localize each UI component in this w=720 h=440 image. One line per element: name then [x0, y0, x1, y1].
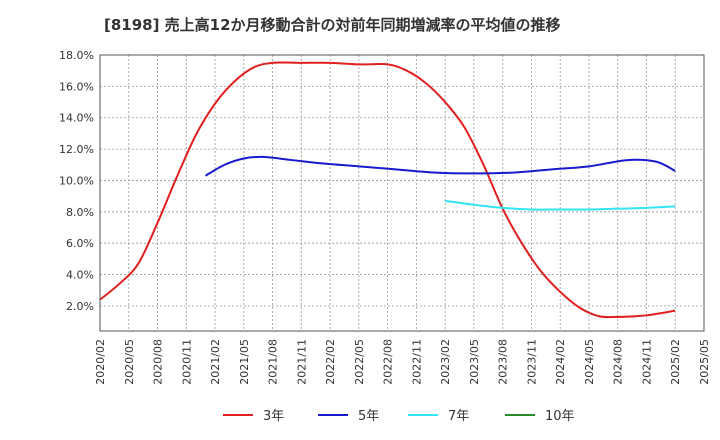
- y-tick-label: 10.0%: [59, 174, 94, 187]
- x-tick-label: 2022/05: [353, 339, 366, 385]
- x-tick-label: 2022/02: [324, 339, 337, 385]
- x-tick-label: 2020/11: [180, 339, 193, 385]
- legend-label: 10年: [545, 409, 575, 424]
- x-tick-label: 2020/08: [152, 339, 165, 385]
- x-tick-label: 2021/05: [238, 339, 251, 385]
- x-tick-label: 2024/11: [640, 339, 653, 385]
- chart-title: [8198] 売上高12か月移動合計の対前年同期増減率の平均値の推移: [104, 16, 561, 34]
- x-tick-label: 2025/02: [669, 339, 682, 385]
- series-line-5年: [204, 155, 676, 177]
- series-line-7年: [445, 199, 676, 211]
- y-tick-label: 8.0%: [66, 206, 94, 219]
- x-tick-label: 2023/11: [525, 339, 538, 385]
- y-tick-label: 6.0%: [66, 237, 94, 250]
- y-axis: 2.0% 4.0% 6.0% 8.0% 10.0% 12.0% 14.0% 16.0% 18.0…: [59, 49, 94, 313]
- series-group: [99, 61, 676, 319]
- y-tick-label: 14.0%: [59, 112, 94, 125]
- x-axis: 2020/02 2020/05 2020/08 2020/11 2021/02 2021/…: [94, 339, 711, 385]
- x-tick-label: 2020/05: [123, 339, 136, 385]
- y-tick-label: 2.0%: [66, 300, 94, 313]
- legend-label: 7年: [448, 409, 469, 424]
- x-tick-label: 2023/08: [497, 339, 510, 385]
- legend: 3年 5年 7年 10年: [223, 409, 575, 424]
- series-line-3年: [99, 61, 676, 319]
- grid: [99, 54, 705, 331]
- x-tick-label: 2023/02: [439, 339, 452, 385]
- y-tick-label: 12.0%: [59, 143, 94, 156]
- x-tick-label: 2021/02: [209, 339, 222, 385]
- y-tick-label: 16.0%: [59, 80, 94, 93]
- x-tick-label: 2024/02: [554, 339, 567, 385]
- legend-label: 3年: [263, 409, 284, 424]
- x-tick-label: 2025/05: [698, 339, 711, 385]
- x-tick-label: 2021/11: [295, 339, 308, 385]
- legend-label: 5年: [358, 409, 379, 424]
- y-tick-label: 18.0%: [59, 49, 94, 62]
- x-tick-label: 2021/08: [267, 339, 280, 385]
- x-tick-label: 2022/08: [382, 339, 395, 385]
- x-tick-label: 2020/02: [94, 339, 107, 385]
- plot-area: [99, 54, 705, 332]
- x-tick-label: 2024/05: [583, 339, 596, 385]
- y-tick-label: 4.0%: [66, 269, 94, 282]
- x-tick-label: 2024/08: [612, 339, 625, 385]
- x-tick-label: 2023/05: [468, 339, 481, 385]
- x-tick-label: 2022/11: [410, 339, 423, 385]
